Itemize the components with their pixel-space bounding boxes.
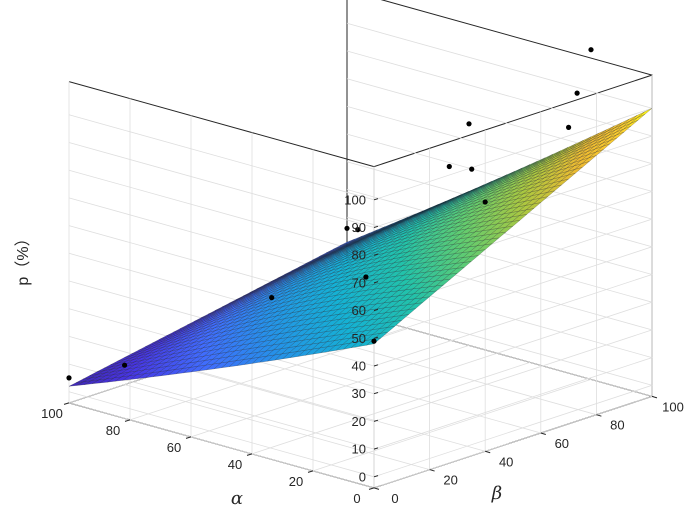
data-point <box>371 338 377 344</box>
data-point <box>466 121 472 127</box>
surface <box>68 108 653 387</box>
data-point <box>344 225 350 231</box>
y-tick-label: 80 <box>610 418 624 433</box>
z-tick-mark <box>373 392 379 395</box>
grid-line <box>251 362 531 455</box>
data-point <box>574 90 580 96</box>
grid-line <box>68 22 654 201</box>
x-tick-label: 100 <box>41 406 63 421</box>
grid-line <box>190 345 470 438</box>
z-tick-label: 70 <box>352 275 366 290</box>
y-tick-mark <box>373 487 380 490</box>
z-tick-label: 100 <box>344 192 366 207</box>
z-tick-label: 0 <box>359 469 366 484</box>
data-point <box>566 124 572 130</box>
z-tick-label: 40 <box>352 359 366 374</box>
surface-patch <box>637 108 653 118</box>
z-tick-mark <box>373 308 379 312</box>
surface-patch <box>339 238 355 246</box>
data-point <box>446 163 452 170</box>
y-tick-label: 0 <box>391 491 398 506</box>
x-tick-mark <box>63 402 70 405</box>
y-tick-mark <box>485 450 491 454</box>
z-tick-mark <box>373 253 379 256</box>
x-tick-label: 40 <box>228 457 242 472</box>
grid-line <box>68 299 654 478</box>
grid-line <box>124 384 430 470</box>
y-tick-mark <box>596 414 602 417</box>
x-tick-mark <box>368 487 375 490</box>
data-point <box>66 375 72 381</box>
z-tick-mark <box>373 225 379 228</box>
box-edge <box>68 81 375 168</box>
x-tick-label: 0 <box>353 491 360 506</box>
grid-line <box>68 272 654 450</box>
z-tick-label: 50 <box>352 331 366 346</box>
z-tick-mark <box>373 447 379 450</box>
y-tick-mark <box>540 432 546 435</box>
grid-line <box>68 244 654 422</box>
data-point <box>588 47 594 53</box>
z-tick-label: 30 <box>352 386 366 401</box>
z-tick-mark <box>373 364 379 367</box>
z-tick-mark <box>373 475 379 478</box>
data-point <box>363 274 369 280</box>
grid-line <box>180 365 486 452</box>
z-tick-mark <box>373 198 379 201</box>
x-tick-label: 80 <box>106 423 120 438</box>
grid-line <box>373 396 653 489</box>
z-tick-mark <box>373 419 379 422</box>
tick-labels: 0 10 20 30 40 50 60 70 80 90 100 0 20 40 60 80 100 0 20 40 6… <box>41 192 684 506</box>
grid-line <box>312 379 592 472</box>
x-tick-label: 60 <box>167 440 181 455</box>
x-tick-mark <box>307 470 314 473</box>
data-point <box>122 362 128 368</box>
grid-lines <box>68 22 654 489</box>
x-tick-mark <box>185 436 192 439</box>
z-tick-mark <box>373 281 379 284</box>
x-axis-label: α <box>231 488 243 509</box>
grid-line <box>346 310 653 397</box>
z-tick-label: 90 <box>352 220 366 235</box>
data-points <box>66 47 594 381</box>
grid-line <box>68 402 375 489</box>
y-tick-label: 100 <box>662 399 684 414</box>
z-tick-label: 80 <box>352 248 366 263</box>
data-point <box>355 227 361 233</box>
y-tick-label: 20 <box>443 473 457 488</box>
y-axis-label: β <box>491 483 502 504</box>
z-axis-label: p（%） <box>14 230 32 285</box>
grid-line <box>68 133 654 312</box>
data-point <box>269 295 275 301</box>
x-tick-mark <box>246 453 253 456</box>
box-edge <box>346 0 653 312</box>
z-tick-label: 10 <box>352 442 366 457</box>
x-tick-label: 20 <box>289 474 303 489</box>
z-tick-mark <box>373 336 379 339</box>
y-tick-label: 60 <box>555 436 569 451</box>
data-point <box>469 166 475 172</box>
grid-line <box>68 106 654 284</box>
grid-line <box>235 347 541 434</box>
z-tick-label: 60 <box>352 303 366 318</box>
x-tick-mark <box>124 419 131 422</box>
y-tick-mark <box>429 469 435 472</box>
y-tick-label: 40 <box>499 454 513 469</box>
z-tick-label: 20 <box>352 414 366 429</box>
data-point <box>482 199 488 205</box>
y-tick-mark <box>651 395 658 399</box>
